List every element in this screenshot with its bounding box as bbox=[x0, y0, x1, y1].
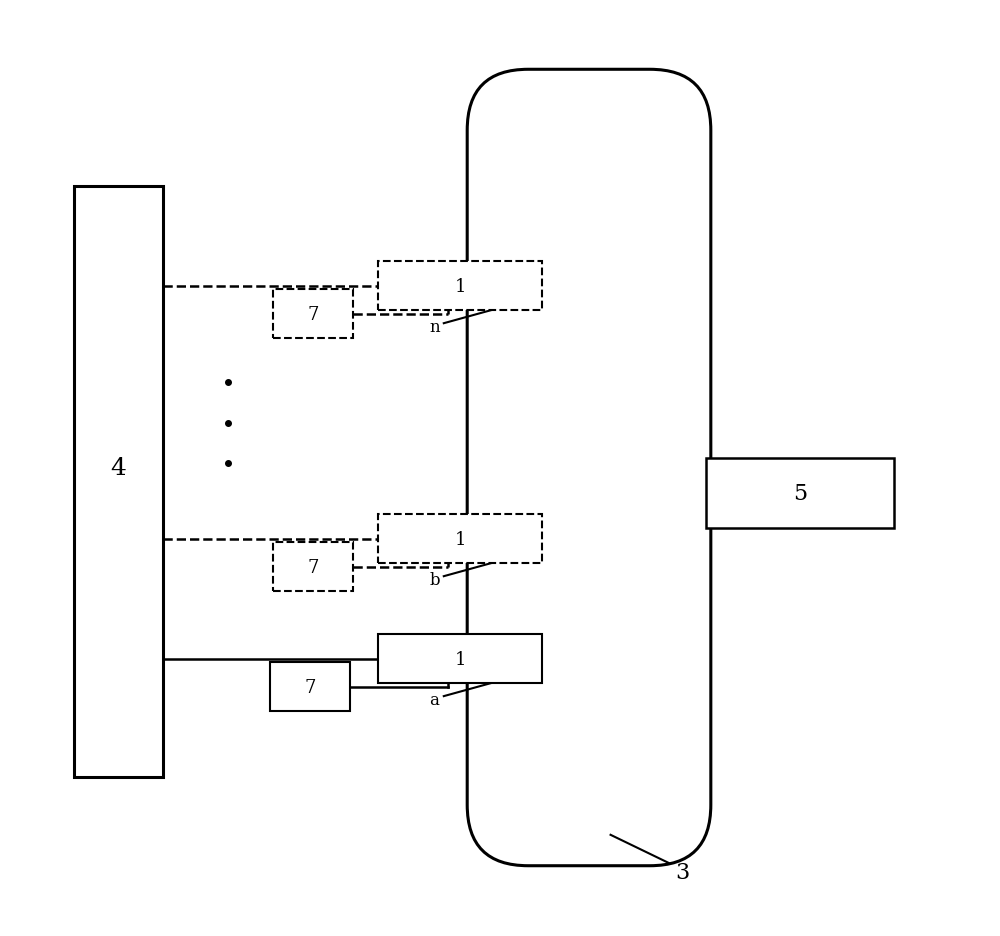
Bar bbox=[378, 262, 542, 311]
Bar bbox=[273, 543, 353, 592]
Text: b: b bbox=[429, 572, 440, 589]
Bar bbox=[706, 459, 894, 529]
Text: 1: 1 bbox=[454, 277, 466, 296]
Text: 7: 7 bbox=[307, 558, 319, 577]
Bar bbox=[378, 515, 542, 563]
Bar bbox=[270, 663, 350, 711]
Text: 4: 4 bbox=[110, 457, 126, 479]
Text: 3: 3 bbox=[676, 861, 690, 884]
Bar bbox=[273, 290, 353, 339]
FancyBboxPatch shape bbox=[467, 70, 711, 866]
Bar bbox=[74, 187, 163, 777]
Text: 5: 5 bbox=[793, 482, 807, 505]
Text: n: n bbox=[429, 319, 440, 336]
Bar bbox=[378, 635, 542, 683]
Text: 1: 1 bbox=[454, 530, 466, 548]
Text: 7: 7 bbox=[305, 678, 316, 696]
Text: 7: 7 bbox=[307, 305, 319, 324]
Text: a: a bbox=[429, 692, 439, 709]
Text: 1: 1 bbox=[454, 650, 466, 668]
